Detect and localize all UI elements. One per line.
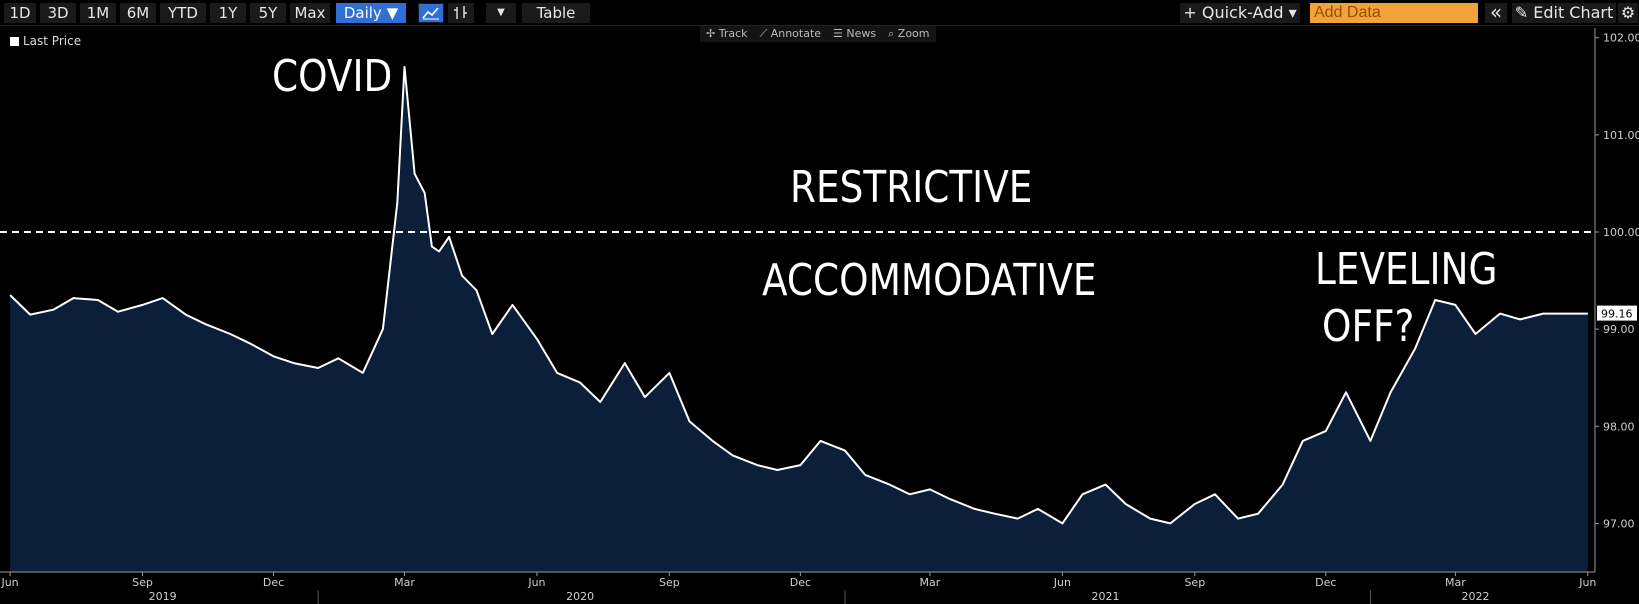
quick-add-button[interactable]: + Quick-Add ▾ (1180, 3, 1300, 23)
year-label: 2021 (1092, 590, 1120, 603)
annotation-covid: COVID (272, 51, 393, 102)
range-1y-button[interactable]: 1Y (210, 3, 246, 23)
legend-label: Last Price (23, 34, 82, 48)
range-3d-button[interactable]: 3D (40, 3, 76, 23)
x-tick-label: Dec (790, 576, 811, 589)
annotation-leveling: LEVELING (1315, 244, 1498, 295)
legend: Last Price (10, 34, 81, 48)
add-data-input[interactable] (1310, 3, 1478, 23)
y-tick-label: 101.00 (1603, 129, 1639, 142)
last-price-label: 99.16 (1601, 308, 1633, 321)
track-tool[interactable]: ✢ Track (706, 27, 748, 40)
range-6m-button[interactable]: 6M (120, 3, 156, 23)
x-tick-label: Mar (1445, 576, 1466, 589)
annotate-tool[interactable]: ⟋ Annotate (759, 27, 822, 40)
gear-icon[interactable]: ⚙ (1618, 3, 1638, 23)
line-chart-icon[interactable] (418, 3, 444, 23)
x-tick-label: Dec (263, 576, 284, 589)
range-1m-button[interactable]: 1M (80, 3, 116, 23)
annotation-off: OFF? (1322, 301, 1415, 352)
x-tick-label: Jun (1053, 576, 1071, 589)
year-label: 2022 (1462, 590, 1490, 603)
last-price-tag (1597, 305, 1637, 321)
chart-tools-bar: ✢ Track ⟋ Annotate ☰ News ⌕ Zoom (700, 26, 936, 42)
frequency-dropdown[interactable]: Daily ▼ (336, 3, 406, 23)
range-1d-button[interactable]: 1D (4, 3, 36, 23)
year-label: 2020 (566, 590, 594, 603)
y-tick-label: 99.00 (1603, 323, 1635, 336)
toolbar: 1D 3D 1M 6M YTD 1Y 5Y Max Daily ▼ ▼ Tabl… (0, 0, 1639, 26)
x-tick-label: Sep (659, 576, 680, 589)
price-area (10, 66, 1588, 573)
year-label: 2019 (149, 590, 177, 603)
edit-chart-button[interactable]: ✎ Edit Chart (1512, 3, 1616, 23)
chart-type-dropdown-icon[interactable]: ▼ (486, 3, 516, 23)
y-tick-label: 100.00 (1603, 226, 1639, 239)
x-tick-label: Mar (920, 576, 941, 589)
y-tick-label: 97.00 (1603, 517, 1635, 530)
x-tick-label: Sep (1184, 576, 1205, 589)
x-tick-label: Jun (527, 576, 545, 589)
y-tick-label: 102.00 (1603, 32, 1639, 45)
x-tick-label: Dec (1315, 576, 1336, 589)
y-tick-label: 98.00 (1603, 420, 1635, 433)
table-button[interactable]: Table (522, 3, 590, 23)
news-tool[interactable]: ☰ News (833, 27, 877, 40)
x-tick-label: Mar (394, 576, 415, 589)
legend-swatch (10, 37, 19, 46)
x-tick-label: Jun (1578, 576, 1596, 589)
x-tick-label: Sep (132, 576, 153, 589)
collapse-icon[interactable]: « (1485, 2, 1507, 23)
annotation-restrictive: RESTRICTIVE (790, 162, 1033, 213)
bar-chart-icon[interactable] (448, 3, 474, 23)
annotation-accommodative: ACCOMMODATIVE (762, 255, 1097, 306)
range-5y-button[interactable]: 5Y (250, 3, 286, 23)
range-ytd-button[interactable]: YTD (160, 3, 206, 23)
x-tick-label: Jun (0, 576, 18, 589)
range-max-button[interactable]: Max (290, 3, 330, 23)
zoom-tool[interactable]: ⌕ Zoom (888, 27, 930, 40)
price-line (9, 65, 1588, 525)
